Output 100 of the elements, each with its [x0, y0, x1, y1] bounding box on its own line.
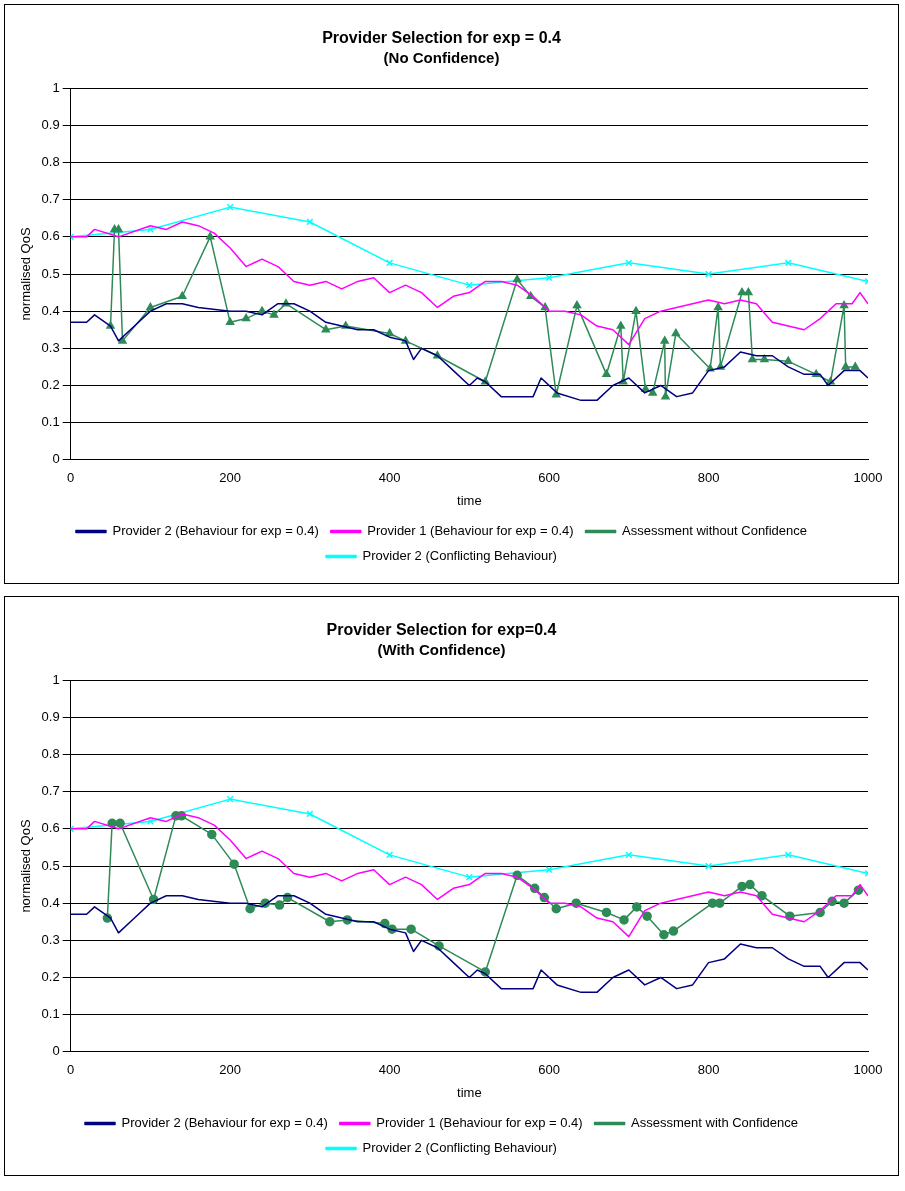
legend-label: Assessment without Confidence	[622, 523, 808, 539]
x-tick-label: 1000	[853, 1062, 883, 1078]
x-axis-title: time	[457, 1084, 482, 1100]
y-tick-label: 0.7	[41, 191, 60, 207]
point	[704, 862, 713, 870]
point	[257, 306, 267, 314]
point	[668, 926, 679, 936]
y-tick-label: 0.3	[41, 339, 60, 355]
y-tick-label: 0.7	[41, 783, 60, 799]
legend-label: Provider 1 (Behaviour for exp = 0.4)	[367, 523, 574, 539]
y-tick-label: 0.8	[41, 154, 60, 170]
point	[572, 300, 582, 309]
x-tick-label: 400	[378, 1062, 401, 1078]
point	[512, 274, 522, 283]
point	[241, 313, 251, 322]
point	[737, 287, 747, 296]
x-tick-label: 800	[697, 1062, 720, 1078]
y-tick-label: 0.3	[41, 931, 60, 947]
point	[625, 259, 633, 267]
point	[551, 903, 561, 914]
chart-title: Provider Selection for exp = 0.4	[322, 29, 561, 47]
y-tick-label: 1	[52, 79, 60, 95]
point	[226, 203, 234, 211]
point	[625, 851, 633, 859]
point	[245, 903, 255, 914]
point	[205, 232, 215, 240]
y-tick-label: 0.5	[41, 265, 60, 281]
point	[601, 907, 612, 918]
point	[114, 224, 123, 233]
point	[325, 916, 335, 927]
point	[648, 388, 657, 396]
point	[851, 362, 860, 370]
y-tick-label: 0.9	[41, 708, 60, 724]
point	[274, 900, 285, 910]
point	[619, 915, 629, 925]
y-tick-label: 0.4	[41, 302, 60, 318]
point	[321, 324, 331, 333]
legend-label: Provider 2 (Behaviour for exp = 0.4)	[112, 523, 319, 539]
point	[757, 890, 767, 901]
point	[225, 317, 235, 326]
x-tick-label: 400	[378, 470, 401, 486]
point	[406, 924, 416, 934]
legend-label: Provider 2 (Conflicting Behaviour)	[362, 1140, 557, 1156]
y-tick-label: 0.1	[41, 414, 60, 430]
y-tick-label: 0	[52, 1043, 60, 1059]
legend-label: Provider 2 (Behaviour for exp = 0.4)	[121, 1115, 328, 1131]
point	[146, 302, 155, 311]
point	[269, 310, 279, 318]
point	[744, 287, 753, 296]
x-tick-label: 600	[538, 1062, 560, 1078]
point	[385, 328, 394, 337]
point	[737, 881, 747, 892]
point	[713, 302, 723, 311]
legend-label: Assessment with Confidence	[631, 1115, 799, 1131]
x-tick-label: 800	[697, 470, 720, 486]
y-tick-label: 0.1	[41, 1006, 60, 1022]
x-tick-label: 200	[219, 470, 241, 486]
x-tick-label: 0	[67, 1062, 75, 1078]
y-axis-title: normalised QoS	[18, 227, 34, 321]
point	[839, 898, 849, 908]
point	[660, 336, 669, 344]
point	[642, 911, 652, 921]
point	[115, 818, 125, 829]
point	[207, 829, 217, 840]
point	[841, 362, 850, 370]
y-tick-label: 0.2	[41, 377, 60, 393]
point	[671, 328, 681, 337]
chart-title: Provider Selection for exp=0.4	[326, 621, 557, 639]
y-tick-label: 0.8	[41, 746, 60, 762]
chart-subtitle: (With Confidence)	[377, 641, 506, 659]
y-tick-label: 0	[52, 451, 60, 467]
x-axis-title: time	[457, 492, 482, 508]
point	[748, 354, 757, 363]
x-tick-label: 200	[219, 1062, 241, 1078]
point	[229, 859, 239, 869]
point	[632, 902, 642, 912]
point	[118, 336, 127, 344]
legend-label: Provider 1 (Behaviour for exp = 0.4)	[376, 1115, 583, 1131]
point	[661, 391, 670, 400]
point	[784, 356, 793, 365]
y-tick-label: 0.2	[41, 969, 60, 985]
point	[704, 270, 713, 278]
y-tick-label: 0.6	[41, 228, 60, 244]
x-tick-label: 600	[538, 470, 560, 486]
point	[602, 369, 611, 378]
y-tick-label: 0.9	[41, 116, 60, 132]
y-tick-label: 1	[52, 671, 60, 687]
point	[659, 930, 669, 940]
y-tick-label: 0.4	[41, 894, 60, 910]
legend-label: Provider 2 (Conflicting Behaviour)	[362, 548, 557, 564]
y-axis-title: normalised QoS	[18, 819, 34, 913]
point	[631, 306, 641, 314]
point	[616, 321, 626, 329]
point	[745, 879, 755, 890]
point	[226, 795, 234, 803]
point	[178, 291, 187, 300]
x-tick-label: 0	[67, 470, 75, 486]
x-tick-label: 1000	[853, 470, 883, 486]
y-tick-label: 0.6	[41, 820, 60, 836]
point	[760, 354, 769, 363]
